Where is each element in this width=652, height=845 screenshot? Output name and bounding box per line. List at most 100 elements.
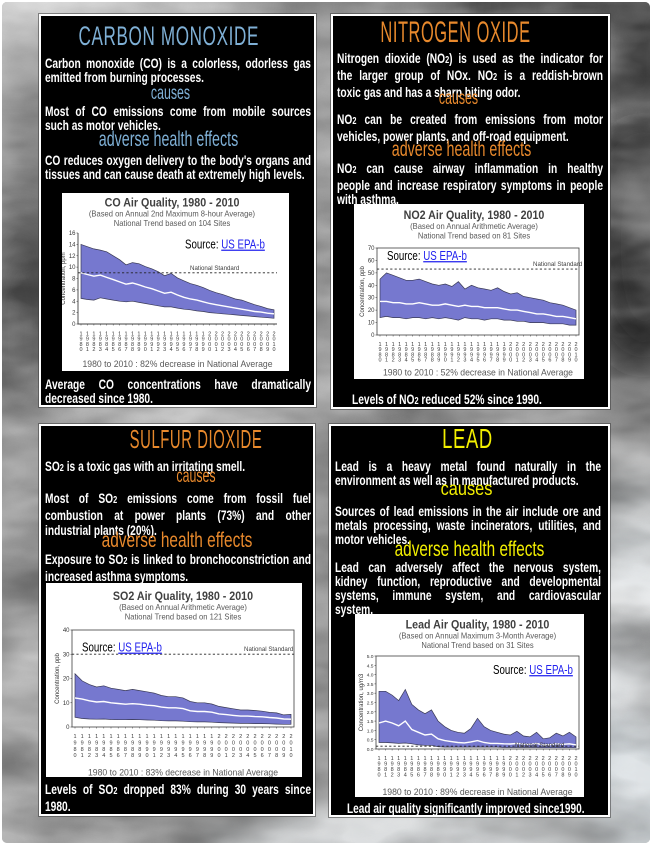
svg-text:16: 16	[69, 231, 76, 237]
svg-text:1980 to 2010 : 83% decrease i: 1980 to 2010 : 83% decrease in National …	[88, 767, 278, 777]
svg-text:1980: 1980	[377, 756, 380, 779]
svg-text:30: 30	[63, 652, 70, 658]
svg-text:20: 20	[368, 308, 375, 314]
svg-text:60: 60	[368, 258, 375, 264]
svg-text:1980: 1980	[79, 332, 82, 354]
svg-text:4.5: 4.5	[367, 663, 374, 669]
svg-text:0.0: 0.0	[367, 747, 374, 753]
svg-text:National Standard: National Standard	[190, 265, 240, 272]
svg-text:1.0: 1.0	[367, 728, 374, 734]
svg-text:2010: 2010	[574, 756, 577, 779]
svg-text:1.5: 1.5	[367, 719, 374, 725]
svg-text:10: 10	[63, 701, 70, 707]
svg-text:4: 4	[72, 299, 76, 305]
svg-text:10: 10	[368, 321, 375, 327]
svg-text:National Standard: National Standard	[533, 261, 583, 268]
svg-text:0: 0	[72, 322, 76, 328]
svg-text:(Based on Annual Arithmetic Av: (Based on Annual Arithmetic Average)	[119, 603, 247, 612]
svg-text:Concentration, ppb: Concentration, ppb	[55, 652, 61, 703]
svg-text:1980 to 2010 : 82% decrease i: 1980 to 2010 : 82% decrease in National …	[82, 359, 272, 369]
svg-text:Concentration, ppm: Concentration, ppm	[62, 252, 67, 304]
svg-text:Source: US EPA-b: Source: US EPA-b	[387, 250, 467, 263]
svg-text:1980: 1980	[73, 734, 76, 759]
svg-text:National Trend based on 31 Si: National Trend based on 31 Sites	[421, 641, 533, 650]
svg-text:National Standard: National Standard	[244, 646, 294, 653]
svg-text:(Based on Annual 2nd Maximum 8: (Based on Annual 2nd Maximum 8-hour Aver…	[89, 209, 256, 218]
svg-text:Source: US EPA-b: Source: US EPA-b	[493, 664, 573, 677]
svg-text:2010: 2010	[272, 332, 275, 354]
svg-text:Source: US EPA-b: Source: US EPA-b	[185, 238, 265, 251]
svg-text:Lead Air Quality, 1980 - 2010: Lead Air Quality, 1980 - 2010	[406, 619, 550, 631]
svg-text:3.0: 3.0	[367, 691, 374, 697]
svg-text:(Based on Annual Arithmetic Av: (Based on Annual Arithmetic Average)	[410, 222, 538, 231]
svg-text:2: 2	[72, 311, 76, 317]
svg-text:0: 0	[66, 725, 70, 731]
svg-text:Concentration, ppb: Concentration, ppb	[360, 265, 366, 316]
svg-text:Concentration, ug/m3: Concentration, ug/m3	[359, 673, 365, 731]
svg-text:2010: 2010	[289, 734, 292, 759]
